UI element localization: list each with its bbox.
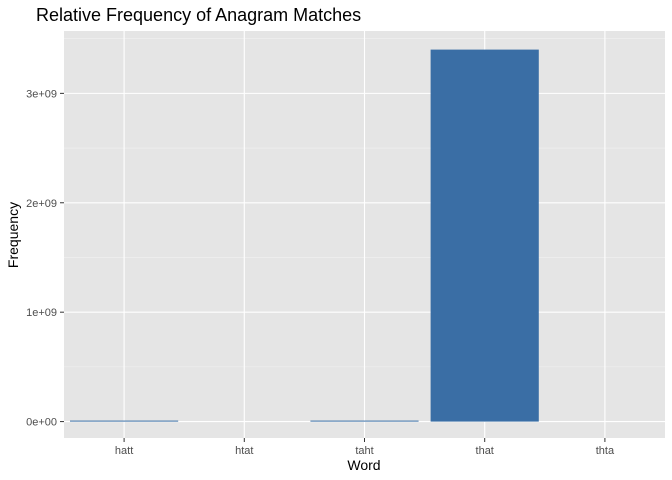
x-axis: hatt htat taht that thta (115, 438, 615, 457)
x-tick-label: htat (235, 445, 253, 457)
chart-title: Relative Frequency of Anagram Matches (36, 5, 361, 25)
bar-taht (310, 420, 419, 422)
x-axis-title: Word (347, 457, 380, 473)
x-tick-label: that (476, 445, 494, 457)
y-tick-label: 1e+09 (26, 307, 57, 319)
y-tick-label: 2e+09 (26, 198, 57, 210)
bar-that (430, 49, 539, 422)
bars (70, 49, 539, 422)
x-tick-label: thta (596, 445, 615, 457)
y-axis: 0e+00 1e+09 2e+09 3e+09 (26, 88, 64, 429)
x-tick-label: taht (355, 445, 373, 457)
y-tick-label: 3e+09 (26, 88, 57, 100)
y-tick-label: 0e+00 (26, 417, 57, 429)
bar-hatt (70, 420, 179, 422)
y-axis-title: Frequency (5, 202, 21, 268)
x-tick-label: hatt (115, 445, 133, 457)
major-grid (64, 31, 665, 438)
